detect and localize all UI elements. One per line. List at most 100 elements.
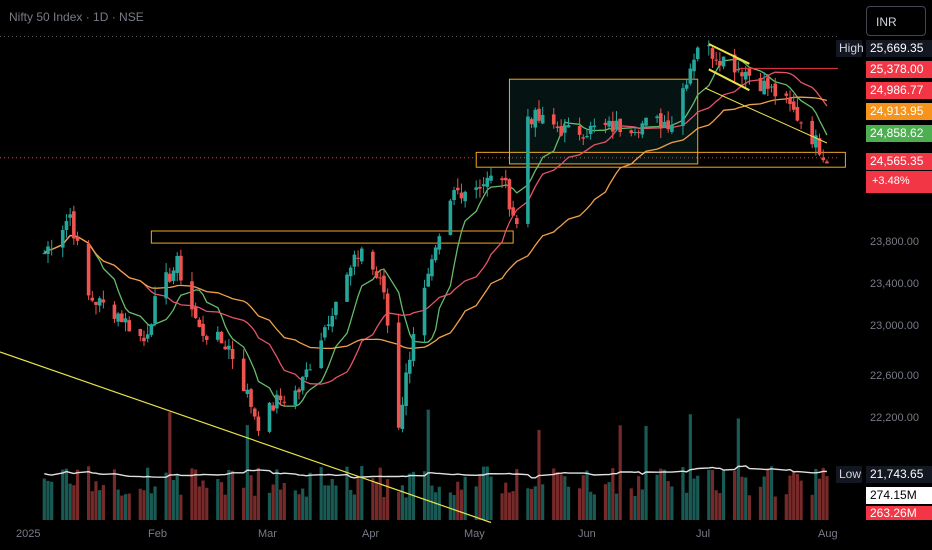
candle-body	[282, 401, 287, 403]
chart-title: Nifty 50 Index · 1D · NSE	[9, 10, 144, 24]
candle-body	[304, 369, 309, 378]
volume-bar	[323, 485, 327, 520]
y-tick: 23,800.00	[870, 236, 919, 248]
candle-body	[577, 126, 582, 135]
volume-bar	[278, 489, 283, 520]
volume-bar	[86, 466, 91, 520]
candle-body	[326, 324, 331, 326]
volume-bar	[773, 496, 777, 520]
candle-body	[308, 369, 312, 371]
volume-bar	[400, 485, 404, 520]
candle-body	[323, 327, 327, 338]
volume-bar	[64, 468, 69, 520]
volume-bar	[168, 412, 172, 520]
candle-body	[459, 192, 464, 199]
volume-bar	[814, 468, 818, 520]
red-level-tag: 25,378.00	[866, 61, 932, 78]
candle-body	[636, 132, 641, 134]
volume-bar	[563, 476, 567, 520]
support-box	[475, 151, 846, 168]
volume-bar	[559, 474, 563, 520]
candle-body	[791, 101, 796, 110]
candle-body	[537, 108, 541, 121]
candle-body	[216, 331, 220, 340]
volume-bar	[666, 481, 670, 520]
candle-body	[101, 299, 106, 303]
volume-bar	[46, 480, 50, 520]
candle-body	[426, 273, 431, 287]
candle-body	[97, 298, 102, 306]
candle-body	[219, 331, 224, 344]
candle-body	[795, 106, 800, 121]
volume-bar	[430, 485, 434, 520]
candle-body	[611, 121, 615, 132]
volume-bar	[194, 469, 198, 520]
volume-bar	[197, 486, 201, 520]
candle-body	[175, 255, 179, 273]
volume-bar	[334, 485, 338, 520]
volume-bar	[245, 425, 249, 520]
volume-bar	[267, 492, 272, 520]
candle-body	[825, 161, 829, 164]
candle-body	[60, 230, 65, 248]
candle-body	[478, 186, 482, 189]
volume-bar	[633, 496, 637, 520]
ma-slow-line	[43, 96, 828, 350]
candle-body	[614, 120, 619, 130]
x-tick: 2025	[16, 528, 41, 540]
currency-button[interactable]: INR	[866, 6, 926, 36]
volume-bar	[692, 478, 696, 520]
candle-body	[666, 120, 670, 130]
volume-bar	[611, 468, 615, 520]
candle-body	[662, 121, 667, 127]
candle-body	[489, 175, 493, 181]
volume-bar	[349, 489, 353, 520]
last-price-tag: 24,565.35	[866, 153, 932, 170]
candle-body	[747, 68, 752, 76]
candle-body	[300, 376, 305, 391]
candle-body	[86, 243, 91, 296]
volume-bar	[253, 495, 257, 520]
candle-body	[784, 93, 789, 96]
volume-bar	[201, 480, 205, 520]
candle-body	[404, 372, 408, 407]
volume-bar	[75, 469, 80, 520]
candle-body	[710, 48, 715, 59]
candle-body	[46, 246, 50, 254]
candle-body	[382, 275, 386, 293]
candle-body	[633, 132, 637, 134]
drawn-lines	[0, 43, 838, 524]
candle-body	[714, 59, 718, 61]
candles	[42, 40, 829, 437]
y-tick: 23,400.00	[870, 278, 919, 290]
candle-body	[396, 322, 401, 428]
x-tick: Jun	[578, 528, 596, 540]
candle-body	[692, 59, 696, 72]
volume-bar	[98, 490, 102, 520]
volume-bar	[68, 483, 72, 520]
x-tick: Jul	[696, 528, 711, 540]
candle-body	[559, 126, 563, 136]
volume-bar	[478, 474, 482, 520]
candle-body	[171, 270, 176, 281]
volume-bar	[685, 492, 689, 520]
candle-body	[153, 296, 157, 324]
volume-bar	[452, 495, 456, 520]
candle-body	[603, 122, 608, 125]
candle-body	[515, 218, 519, 224]
volume-bar	[529, 488, 534, 520]
candle-body	[533, 109, 538, 128]
volume-bar	[526, 488, 530, 520]
candle-body	[330, 315, 335, 327]
volume-bar	[378, 467, 382, 520]
volume-bar	[422, 471, 427, 520]
candle-body	[644, 117, 648, 126]
candle-body	[448, 200, 453, 235]
candle-body	[773, 83, 778, 97]
ma-fast-line	[43, 58, 828, 407]
candle-body	[359, 248, 364, 262]
volume-bar	[747, 495, 752, 520]
volume-bar	[360, 466, 364, 520]
volume-bar	[386, 479, 390, 520]
